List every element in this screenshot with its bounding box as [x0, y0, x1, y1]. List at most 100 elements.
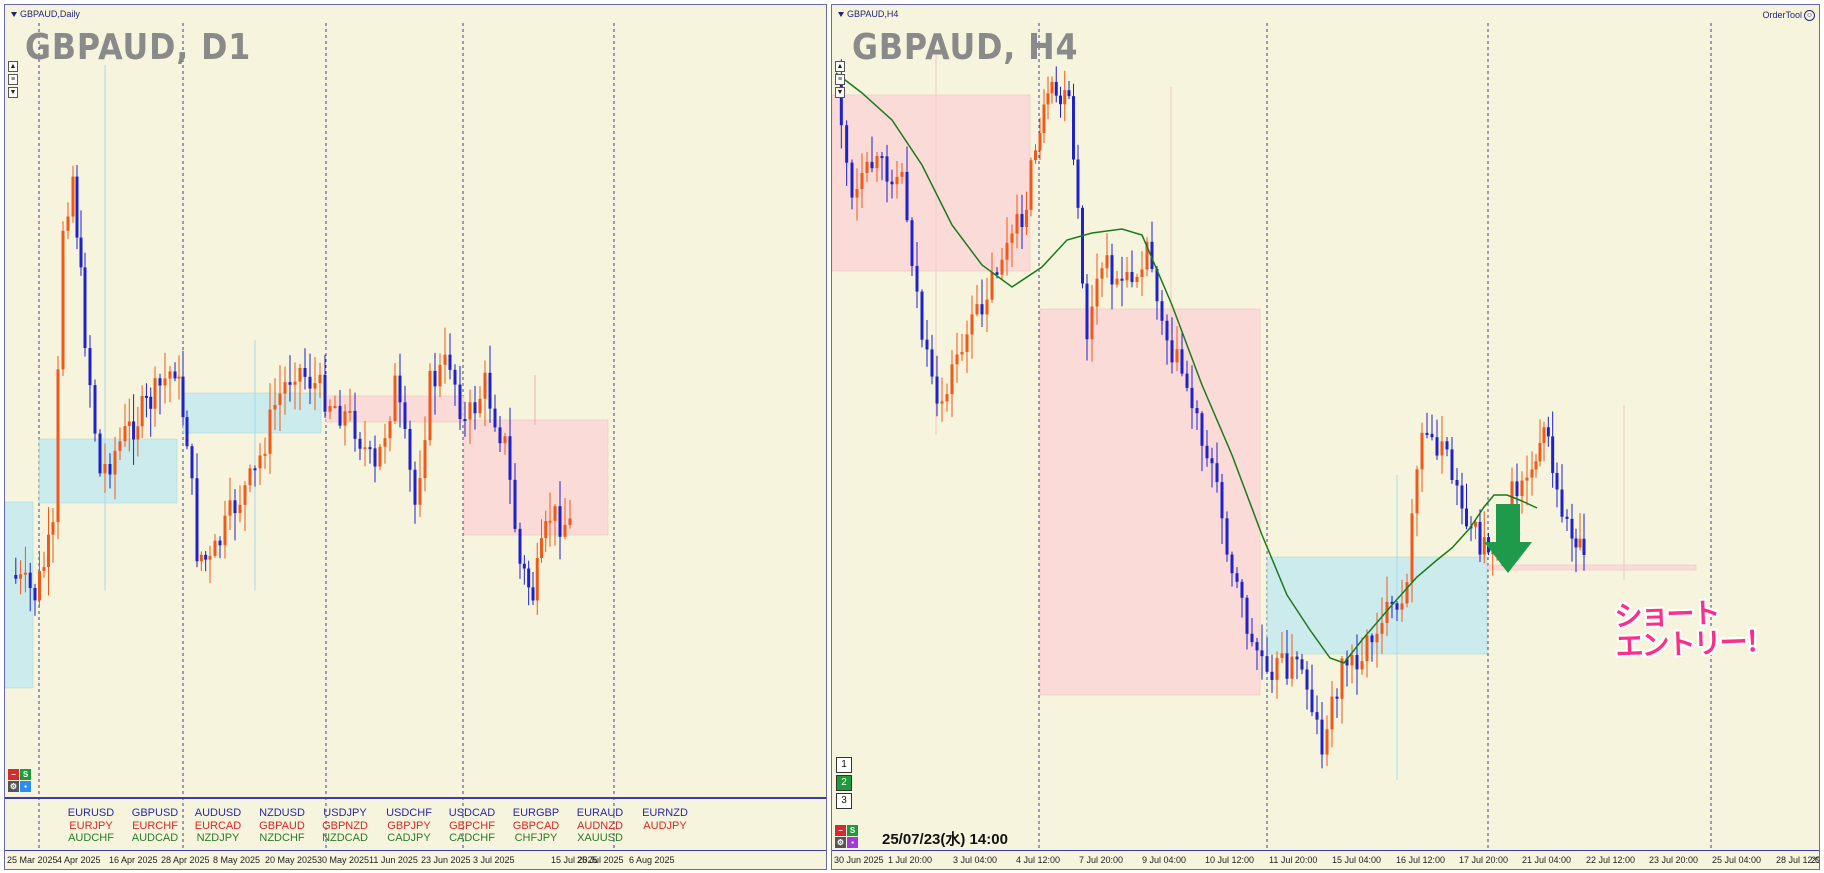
- time-axis-label: 16 Apr 2025: [109, 855, 158, 865]
- scroll-up-button[interactable]: ▲: [8, 61, 18, 72]
- symbol-link[interactable]: AUDJPY: [643, 819, 687, 832]
- daily-price-chart[interactable]: [5, 5, 827, 870]
- symbol-link[interactable]: CHFJPY: [514, 832, 558, 844]
- symbol-link[interactable]: NZDJPY: [196, 832, 240, 844]
- symbol-link[interactable]: USDCHF: [386, 807, 432, 819]
- candle-body: [1450, 449, 1454, 481]
- symbol-link[interactable]: AUDUSD: [194, 807, 242, 819]
- symbol-link[interactable]: USDJPY: [323, 807, 367, 819]
- h4-price-chart[interactable]: [832, 5, 1820, 870]
- candle-body: [1425, 432, 1429, 435]
- time-axis: 25 Mar 2025 4 Apr 2025 16 Apr 2025 28 Apr 2…: [5, 850, 826, 869]
- candle-body: [875, 156, 879, 169]
- symbol-link[interactable]: XAUUSD: [577, 832, 623, 844]
- symbol-link[interactable]: EURAUD: [576, 807, 624, 819]
- candle-body: [373, 448, 377, 467]
- candle-body: [1400, 603, 1404, 610]
- symbol-link[interactable]: EURNZD: [642, 807, 688, 819]
- candle-body: [1405, 582, 1409, 604]
- time-axis-label: 10 Jul 12:00: [1205, 855, 1255, 865]
- settings-icon[interactable]: ⚙: [835, 837, 846, 848]
- symbol-link[interactable]: EURGBP: [512, 807, 560, 819]
- candle-body: [965, 334, 969, 352]
- candle-body: [448, 354, 452, 370]
- symbol-link[interactable]: USDCAD: [448, 807, 496, 819]
- symbol-link[interactable]: NZDCHF: [259, 832, 305, 844]
- candle-body: [1310, 689, 1314, 713]
- candle-body: [1546, 427, 1550, 437]
- h4-chart-window[interactable]: GBPAUD,H4 GBPAUD, H4 OrderTool ☺ ▲ ≡ ▼ 1 …: [831, 4, 1820, 870]
- candle-body: [353, 410, 357, 439]
- candle-body: [243, 485, 247, 505]
- order-tool-label[interactable]: OrderTool ☺: [1762, 10, 1815, 22]
- candle-body: [915, 265, 919, 292]
- settings-icon[interactable]: ⚙: [8, 781, 19, 792]
- symbol-column: EURAUD AUDNZD XAUUSD: [570, 807, 630, 845]
- symbol-link[interactable]: NZDCAD: [322, 832, 368, 844]
- candle-body: [248, 468, 252, 486]
- daily-chart-window[interactable]: GBPAUD,Daily GBPAUD, D1 ▲ ≡ ▼ − S ⚙ ▪ EU…: [4, 4, 827, 870]
- symbol-link[interactable]: AUDCHF: [68, 832, 114, 844]
- symbol-link[interactable]: EURJPY: [69, 819, 113, 832]
- candle-body: [1515, 481, 1519, 497]
- candle-body: [1015, 214, 1019, 234]
- symbol-link[interactable]: NZDUSD: [259, 807, 305, 819]
- scroll-down-button[interactable]: ▼: [8, 87, 18, 98]
- time-axis-label: 4 Jul 12:00: [1016, 855, 1061, 865]
- symbol-link[interactable]: GBPNZD: [322, 819, 368, 832]
- candle-body: [118, 441, 122, 451]
- symbol-link[interactable]: GBPJPY: [387, 819, 431, 832]
- candle-body: [1140, 269, 1144, 278]
- symbol-link[interactable]: AUDCAD: [131, 832, 179, 844]
- candle-body: [518, 528, 522, 564]
- candle-body: [428, 370, 432, 441]
- candle-body: [1145, 241, 1149, 270]
- candle-body: [1010, 233, 1014, 243]
- timeframe-button-2[interactable]: 2: [836, 775, 852, 791]
- candle-body: [1160, 301, 1164, 321]
- candle-body: [1270, 671, 1274, 680]
- dropdown-icon[interactable]: [11, 12, 17, 18]
- timeframe-button-1[interactable]: 1: [836, 757, 852, 773]
- close-minus-button[interactable]: −: [8, 769, 19, 780]
- time-axis-label: 25 Jul 04:00: [1712, 855, 1762, 865]
- chart-side-buttons: ▲ ≡ ▼: [8, 61, 18, 98]
- symbol-link[interactable]: GBPCHF: [449, 819, 495, 832]
- scale-button[interactable]: ≡: [835, 74, 845, 85]
- symbol-link[interactable]: AUDNZD: [577, 819, 623, 832]
- candle-body: [1105, 255, 1109, 269]
- symbol-link[interactable]: EURCAD: [194, 819, 242, 832]
- candle-body: [1482, 537, 1486, 555]
- candle-body: [527, 568, 531, 588]
- symbol-link[interactable]: EURCHF: [132, 819, 178, 832]
- dropdown-icon[interactable]: [838, 12, 844, 18]
- moving-average-line: [835, 72, 1538, 664]
- symbol-link[interactable]: EURUSD: [67, 807, 115, 819]
- info-icon[interactable]: ▪: [847, 837, 858, 848]
- info-icon[interactable]: ▪: [20, 781, 31, 792]
- candle-body: [1474, 521, 1477, 527]
- sell-s-button[interactable]: S: [847, 825, 858, 836]
- scroll-up-button[interactable]: ▲: [835, 61, 845, 72]
- symbol-link[interactable]: CADCHF: [449, 832, 495, 844]
- symbol-link[interactable]: GBPUSD: [131, 807, 179, 819]
- candle-body: [1290, 656, 1294, 679]
- candle-body: [1110, 255, 1114, 285]
- candle-body: [1029, 160, 1033, 210]
- close-minus-button[interactable]: −: [835, 825, 846, 836]
- symbol-link[interactable]: GBPCAD: [512, 819, 560, 832]
- candle-body: [1551, 436, 1555, 473]
- smile-icon[interactable]: ☺: [1804, 10, 1815, 22]
- time-axis-label: 30 Jun 2025: [834, 855, 884, 865]
- timeframe-button-3[interactable]: 3: [836, 793, 852, 809]
- scroll-down-button[interactable]: ▼: [835, 87, 845, 98]
- candle-body: [945, 394, 949, 402]
- candle-body: [1240, 581, 1244, 598]
- time-axis-label: 22 Jul 12:00: [1586, 855, 1636, 865]
- sell-s-button[interactable]: S: [20, 769, 31, 780]
- symbol-link[interactable]: GBPAUD: [259, 819, 305, 832]
- candle-body: [273, 404, 277, 410]
- scale-button[interactable]: ≡: [8, 74, 18, 85]
- candle-body: [1034, 150, 1037, 161]
- symbol-link[interactable]: CADJPY: [387, 832, 431, 844]
